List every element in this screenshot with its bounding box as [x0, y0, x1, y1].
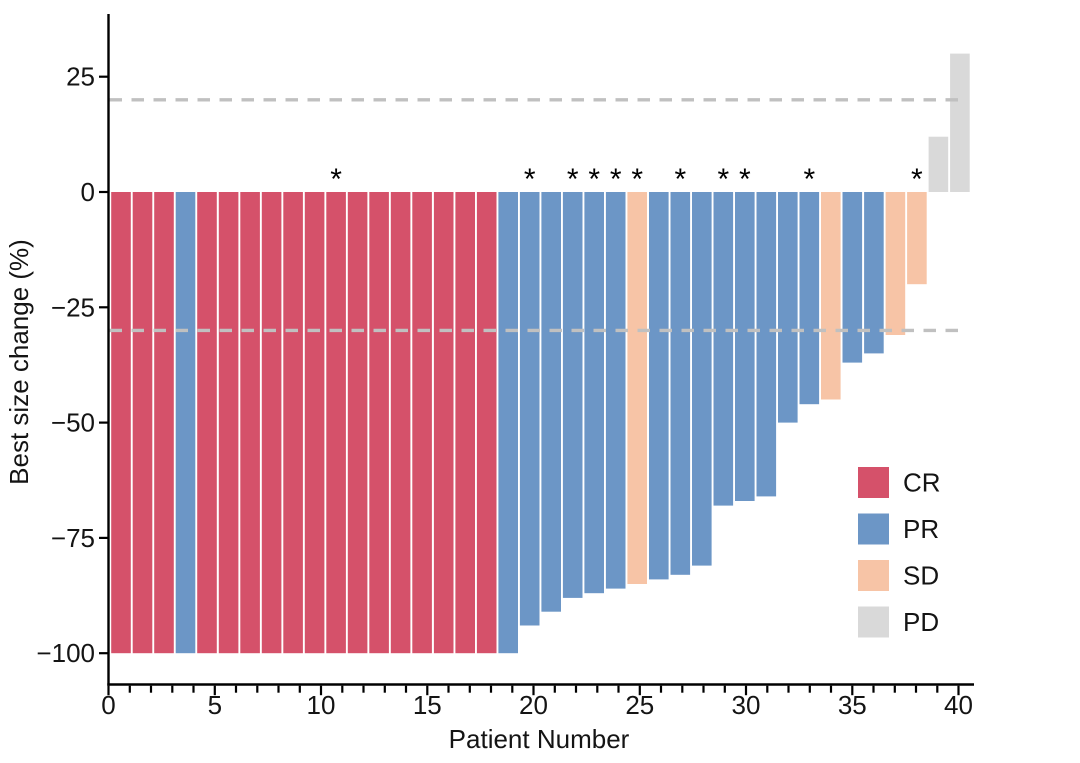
- bar-patient-32-pr: [778, 192, 798, 423]
- bar-patient-16-cr: [433, 192, 454, 654]
- x-axis-title: Patient Number: [449, 724, 630, 754]
- bar-patient-2-cr: [132, 192, 153, 654]
- bar-patient-5-cr: [197, 192, 217, 654]
- legend-swatch-cr: [858, 467, 889, 498]
- x-tick-label-5: 5: [208, 690, 222, 720]
- bar-patient-18-cr: [476, 192, 497, 654]
- y-axis-title: Best size change (%): [4, 239, 34, 485]
- bar-patient-15-cr: [412, 192, 432, 654]
- bar-patient-10-cr: [304, 192, 325, 654]
- bar-patient-6-cr: [218, 192, 239, 654]
- x-tick-label-30: 30: [732, 690, 761, 720]
- x-tick-label-10: 10: [307, 690, 336, 720]
- bar-patient-37-sd: [885, 192, 906, 335]
- asterisk-patient-33: *: [803, 163, 815, 196]
- bar-patient-31-pr: [756, 192, 777, 497]
- bar-patient-38-sd: [907, 192, 927, 285]
- asterisk-patient-29: *: [717, 163, 729, 196]
- bar-patient-27-pr: [670, 192, 691, 575]
- asterisk-patient-30: *: [739, 163, 751, 196]
- bar-patient-21-pr: [541, 192, 561, 612]
- bar-patient-11-cr: [326, 192, 346, 654]
- bar-patient-22-pr: [562, 192, 583, 598]
- legend-swatch-pr: [858, 513, 889, 545]
- bar-patient-7-cr: [240, 192, 260, 654]
- legend-swatch-pd: [858, 606, 889, 638]
- y-tick-label-25: 25: [66, 62, 95, 92]
- y-tick-label--50: −50: [51, 408, 95, 438]
- bar-patient-4-pr: [175, 192, 196, 654]
- asterisk-patient-38: *: [911, 163, 923, 196]
- asterisk-patient-27: *: [674, 163, 686, 196]
- x-tick-label-40: 40: [944, 690, 973, 720]
- legend-swatch-sd: [858, 560, 889, 591]
- bar-patient-13-cr: [369, 192, 389, 654]
- asterisk-patient-11: *: [330, 163, 342, 196]
- legend-label-pr: PR: [903, 514, 939, 544]
- x-tick-label-25: 25: [625, 690, 654, 720]
- bar-patient-24-pr: [605, 192, 626, 589]
- bar-patient-3-cr: [154, 192, 174, 654]
- y-tick-label--25: −25: [51, 292, 95, 322]
- asterisk-patient-23: *: [588, 163, 600, 196]
- x-tick-label-35: 35: [838, 690, 867, 720]
- asterisk-patient-22: *: [567, 163, 579, 196]
- bar-patient-14-cr: [390, 192, 411, 654]
- bar-patient-17-cr: [455, 192, 475, 654]
- bar-patient-19-pr: [498, 192, 518, 654]
- legend-label-pd: PD: [903, 607, 939, 637]
- legend-label-sd: SD: [903, 561, 939, 591]
- bar-patient-33-pr: [799, 192, 820, 405]
- bar-patient-20-pr: [519, 192, 540, 626]
- bar-patient-34-sd: [821, 192, 841, 400]
- bar-patient-12-cr: [347, 192, 368, 654]
- y-tick-label--100: −100: [36, 638, 95, 668]
- x-tick-label-0: 0: [101, 690, 115, 720]
- bar-patient-25-sd: [627, 192, 647, 584]
- x-tick-label-15: 15: [413, 690, 442, 720]
- bar-patient-30-pr: [735, 192, 755, 501]
- y-tick-label--75: −75: [51, 523, 95, 553]
- bar-patient-8-cr: [261, 192, 282, 654]
- bar-patient-35-pr: [842, 192, 863, 363]
- bar-patient-23-pr: [584, 192, 604, 594]
- bar-patient-36-pr: [864, 192, 884, 354]
- bar-patient-1-cr: [111, 192, 131, 654]
- y-tick-label-0: 0: [81, 177, 95, 207]
- bar-patient-9-cr: [283, 192, 303, 654]
- asterisk-patient-25: *: [631, 163, 643, 196]
- asterisk-patient-24: *: [610, 163, 622, 196]
- bar-patient-29-pr: [713, 192, 734, 506]
- bar-patient-28-pr: [692, 192, 712, 566]
- legend-label-cr: CR: [903, 468, 941, 498]
- bar-patient-39-pd: [928, 136, 949, 192]
- bar-patient-40-pd: [950, 53, 970, 192]
- bar-patient-26-pr: [649, 192, 669, 580]
- asterisk-patient-20: *: [524, 163, 536, 196]
- x-tick-label-20: 20: [519, 690, 548, 720]
